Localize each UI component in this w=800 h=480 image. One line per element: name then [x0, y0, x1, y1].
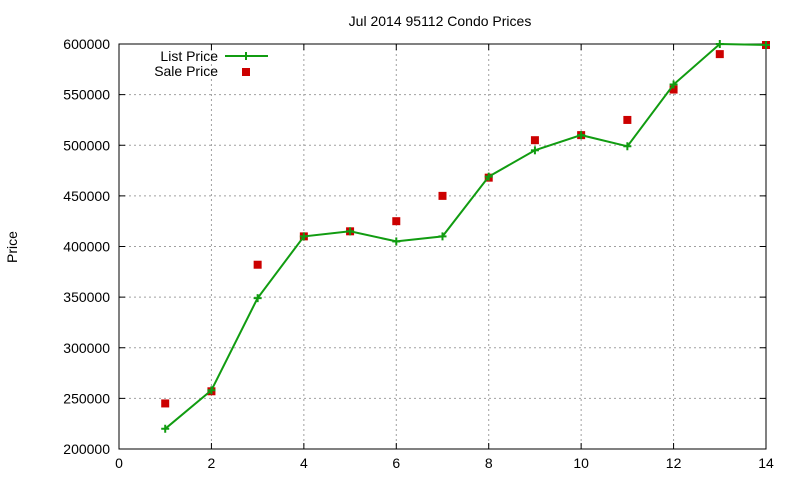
x-tick-label: 4: [300, 455, 308, 471]
x-tick-label: 0: [115, 455, 123, 471]
x-tick-label: 2: [208, 455, 216, 471]
list-price-line: [164, 42, 767, 430]
y-tick-label: 600000: [63, 36, 110, 52]
grid: [119, 44, 766, 449]
sale-price-point: [161, 399, 170, 408]
x-tick-label: 12: [666, 455, 682, 471]
sale-price-point: [530, 136, 539, 145]
x-tick-label: 10: [573, 455, 589, 471]
y-tick-label: 300000: [63, 340, 110, 356]
list-price-point: [530, 146, 539, 155]
x-tick-label: 8: [485, 455, 493, 471]
y-axis-label: Price: [4, 231, 20, 263]
series-layer: [161, 40, 770, 433]
y-tick-label: 500000: [63, 137, 110, 153]
list-price-point: [623, 142, 632, 151]
x-tick-label: 14: [758, 455, 774, 471]
sale-price-point: [438, 191, 447, 200]
sale-price-point: [253, 260, 262, 269]
sale-price-point: [715, 50, 724, 59]
y-tick-label: 250000: [63, 390, 110, 406]
list-price-point: [669, 80, 678, 89]
sale-price-point: [392, 217, 401, 226]
y-tick-label: 450000: [63, 188, 110, 204]
list-price-point: [346, 227, 355, 236]
list-price-point: [299, 232, 308, 241]
list-price-point: [392, 237, 401, 246]
y-tick-label: 350000: [63, 289, 110, 305]
list-price-point: [207, 386, 216, 395]
x-tick-label: 6: [392, 455, 400, 471]
list-price-point: [762, 41, 770, 50]
legend-label-sale-price: Sale Price: [154, 63, 218, 79]
sale-price-point: [623, 115, 632, 124]
list-price-point: [161, 424, 170, 433]
list-price-point: [253, 294, 262, 303]
sale-price-point: [669, 85, 678, 94]
list-price-point: [438, 232, 447, 241]
list-price-point: [577, 131, 586, 140]
legend-swatch-sale-price: [242, 68, 250, 76]
y-tick-label: 550000: [63, 87, 110, 103]
y-tick-label: 200000: [63, 441, 110, 457]
list-price-point: [484, 172, 493, 181]
list-price-point: [715, 40, 724, 48]
axes: 0 2 4 6 8 10 12 14 200000 250000 300000 350000 40000…: [63, 36, 774, 471]
plot-frame: [118, 43, 767, 450]
legend-label-list-price: List Price: [160, 48, 218, 64]
y-tick-label: 400000: [63, 239, 110, 255]
chart-title: Jul 2014 95112 Condo Prices: [349, 13, 532, 29]
